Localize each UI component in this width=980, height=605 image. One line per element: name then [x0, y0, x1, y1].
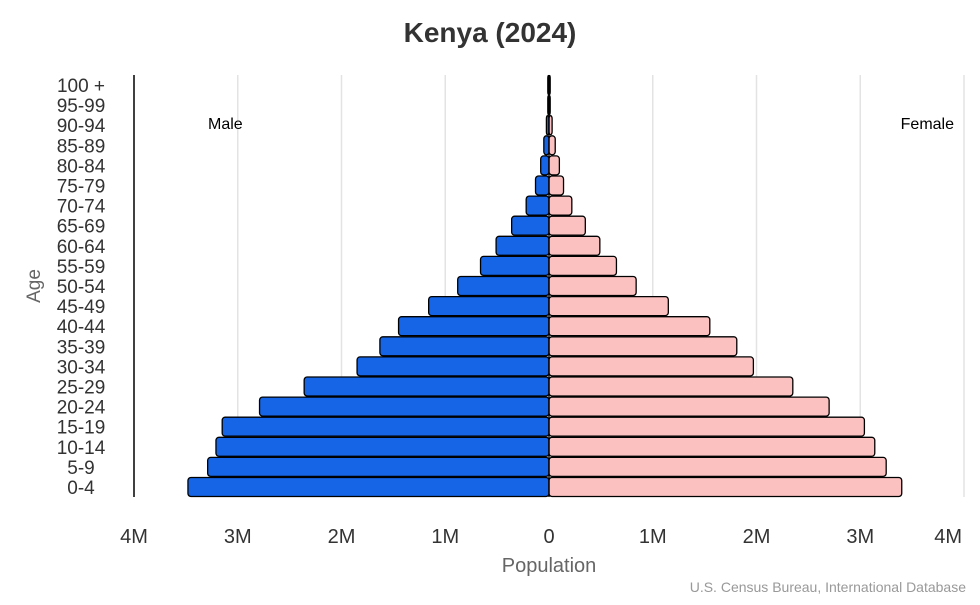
- bar-male-70-74: [525, 195, 550, 216]
- bar-female-25-29: [548, 376, 794, 397]
- bar-female-45-49: [548, 295, 669, 317]
- bar-male-65-69: [510, 215, 550, 236]
- x-tick-label: 2M: [743, 526, 771, 548]
- bar-female-80-84: [548, 155, 561, 176]
- bar-male-10-14: [215, 436, 550, 457]
- bar-male-0-4: [187, 476, 550, 498]
- bar-male-85-89: [543, 135, 550, 156]
- y-tick-label: 65-69: [57, 217, 106, 238]
- bar-female-60-64: [548, 235, 601, 256]
- bar-female-70-74: [548, 195, 573, 216]
- y-tick-label: 5-9: [67, 458, 94, 479]
- y-axis-label: Age: [24, 269, 45, 303]
- x-tick-label: 1M: [431, 526, 459, 548]
- bar-male-35-39: [379, 336, 550, 357]
- bar-male-50-54: [457, 275, 550, 297]
- bar-female-0-4: [548, 476, 903, 498]
- y-tick-label: 55-59: [57, 257, 106, 278]
- source-note: U.S. Census Bureau, International Databa…: [690, 579, 966, 595]
- bar-male-55-59: [479, 255, 550, 277]
- x-tick-label: 4M: [934, 526, 962, 548]
- bar-male-5-9: [207, 456, 550, 478]
- y-tick-label: 50-54: [57, 277, 106, 298]
- y-tick-label: 100 +: [57, 76, 105, 97]
- x-tick-label: 2M: [328, 526, 356, 548]
- y-tick-label: 20-24: [57, 398, 106, 419]
- bar-male-15-19: [221, 416, 550, 437]
- legend-male: Male: [208, 116, 243, 133]
- bar-male-25-29: [303, 376, 550, 397]
- bar-male-45-49: [427, 295, 550, 317]
- y-tick-label: 90-94: [57, 116, 106, 137]
- legend-female: Female: [901, 116, 954, 133]
- bar-male-40-44: [397, 316, 550, 337]
- bar-female-50-54: [548, 275, 637, 297]
- bar-female-10-14: [548, 436, 876, 457]
- bar-female-75-79: [548, 175, 565, 196]
- bar-female-65-69: [548, 215, 586, 236]
- y-tick-label: 70-74: [57, 197, 106, 218]
- y-tick-label: 85-89: [57, 136, 106, 157]
- y-tick-label: 0-4: [67, 478, 95, 499]
- bar-female-55-59: [548, 255, 618, 277]
- y-tick-label: 10-14: [57, 438, 106, 459]
- x-tick-label: 4M: [120, 526, 148, 548]
- x-tick-label: 0: [543, 526, 554, 548]
- y-tick-label: 35-39: [57, 337, 106, 358]
- x-tick-label: 3M: [224, 526, 252, 548]
- y-tick-label: 45-49: [57, 297, 106, 318]
- y-tick-label: 15-19: [57, 418, 106, 439]
- y-tick-label: 80-84: [57, 156, 106, 177]
- bar-male-20-24: [258, 396, 550, 417]
- bar-male-30-34: [356, 356, 550, 377]
- x-axis-label: Population: [502, 555, 597, 577]
- y-tick-label: 40-44: [57, 317, 106, 338]
- bar-female-5-9: [548, 456, 887, 478]
- bar-female-85-89: [548, 135, 556, 156]
- chart-title: Kenya (2024): [404, 17, 577, 48]
- y-tick-label: 25-29: [57, 378, 106, 399]
- bar-male-60-64: [495, 235, 550, 256]
- bar-female-20-24: [548, 396, 830, 417]
- y-tick-label: 75-79: [57, 177, 106, 198]
- bar-female-30-34: [548, 356, 755, 377]
- bar-female-40-44: [548, 316, 711, 337]
- bar-female-15-19: [548, 416, 866, 437]
- y-tick-label: 30-34: [57, 357, 106, 378]
- bar-female-35-39: [548, 336, 738, 357]
- bar-male-75-79: [534, 175, 550, 196]
- x-tick-label: 1M: [639, 526, 667, 548]
- bar-male-80-84: [540, 155, 550, 176]
- x-tick-label: 3M: [846, 526, 874, 548]
- y-tick-label: 95-99: [57, 96, 106, 117]
- y-tick-label: 60-64: [57, 237, 106, 258]
